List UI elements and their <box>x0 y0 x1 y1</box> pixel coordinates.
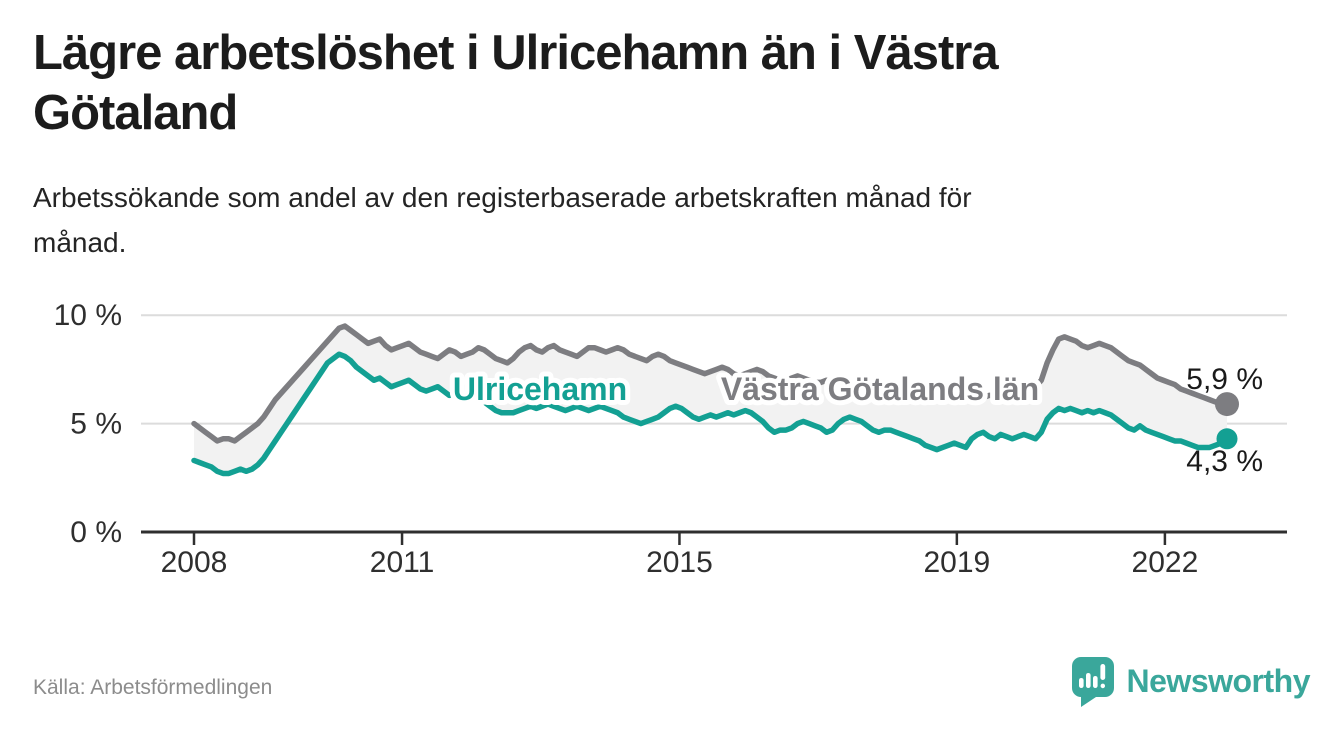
series-label-ulricehamn: Ulricehamn <box>453 371 627 407</box>
y-tick-label-0: 0 % <box>70 516 122 549</box>
source-note: Källa: Arbetsförmedlingen <box>33 676 273 699</box>
newsworthy-bubble-icon <box>1071 657 1114 707</box>
x-tick-label-2022: 2022 <box>1132 546 1199 579</box>
x-tick-label-2019: 2019 <box>923 546 990 579</box>
page-title: Lägre arbetslöshet i Ulricehamn än i Väs… <box>33 26 999 140</box>
series-end-dot-ulricehamn <box>1216 428 1238 450</box>
series-label-v-stra-g-talands-l-n: Västra Götalands län <box>721 371 1039 407</box>
x-tick-label-2011: 2011 <box>370 546 435 579</box>
newsworthy-logo[interactable]: Newsworthy <box>1069 655 1311 707</box>
x-tick-label-2008: 2008 <box>161 546 228 579</box>
end-value-label-ulricehamn: 4,3 % <box>1186 445 1263 478</box>
newsworthy-wordmark: Newsworthy <box>1126 662 1311 699</box>
series-line-ulricehamn <box>191 351 1230 477</box>
series-line-v-stra-g-talands-l-n <box>191 323 1230 444</box>
area-between-series <box>194 326 1227 474</box>
series-end-dot-v-stra-g-talands-l-n <box>1215 392 1239 417</box>
y-tick-label-10: 10 % <box>54 299 122 332</box>
end-value-label-v-stra-g-talands-l-n: 5,9 % <box>1186 363 1263 396</box>
x-tick-label-2015: 2015 <box>646 546 713 579</box>
y-tick-label-5: 5 % <box>70 408 122 441</box>
page-subtitle: Arbetssökande som andel av den registerb… <box>33 182 972 258</box>
